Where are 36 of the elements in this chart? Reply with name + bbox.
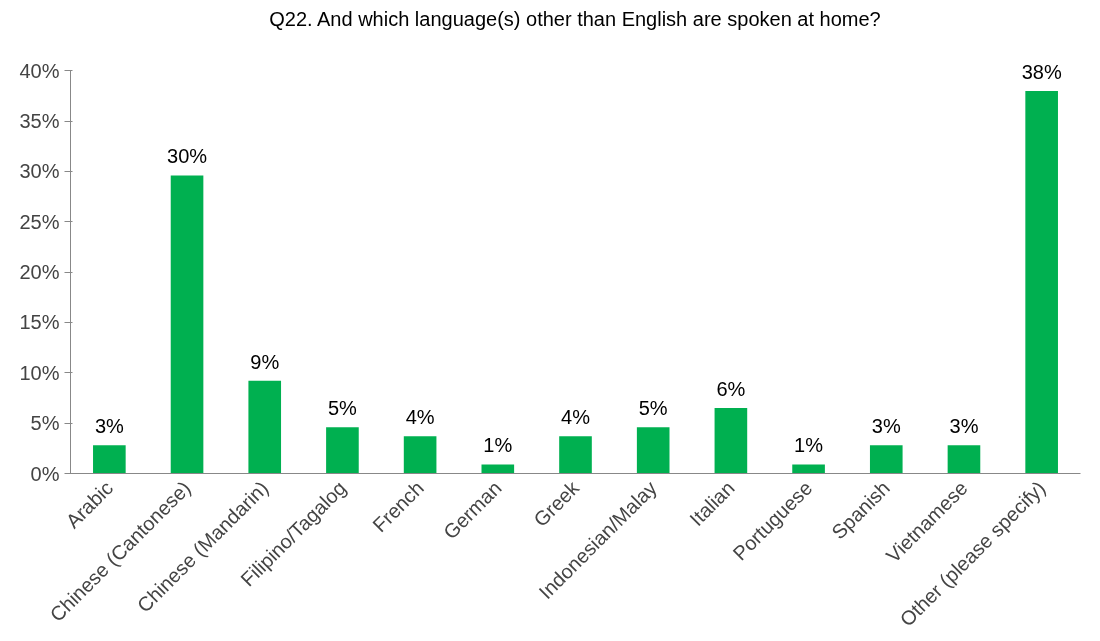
data-label: 38% bbox=[1021, 60, 1062, 83]
y-tick-label: 5% bbox=[30, 412, 60, 435]
data-label: 1% bbox=[483, 434, 513, 457]
data-label: 9% bbox=[250, 350, 280, 373]
y-tick-label: 10% bbox=[19, 361, 60, 384]
y-tick-label: 30% bbox=[19, 160, 60, 183]
bar bbox=[170, 175, 204, 474]
data-label: 3% bbox=[871, 415, 901, 438]
bar bbox=[792, 464, 825, 474]
chart-title: Q22. And which language(s) other than English are spoken at home? bbox=[269, 7, 881, 30]
bar bbox=[1025, 90, 1058, 474]
y-tick-label: 40% bbox=[19, 59, 60, 82]
data-label: 1% bbox=[794, 434, 824, 457]
bar bbox=[559, 436, 592, 474]
data-label: 6% bbox=[716, 378, 746, 401]
bar bbox=[326, 427, 359, 474]
data-label: 4% bbox=[405, 406, 435, 429]
data-label: 4% bbox=[561, 406, 591, 429]
data-label: 3% bbox=[94, 415, 125, 438]
bar bbox=[714, 408, 748, 474]
bar bbox=[248, 380, 282, 474]
bar bbox=[403, 436, 437, 474]
data-label: 3% bbox=[949, 415, 979, 438]
bar bbox=[947, 445, 981, 474]
data-label: 30% bbox=[167, 145, 208, 168]
y-tick-label: 0% bbox=[30, 462, 60, 485]
y-tick-label: 25% bbox=[19, 210, 60, 233]
y-tick-label: 15% bbox=[19, 311, 60, 334]
data-label: 5% bbox=[327, 397, 358, 420]
bar bbox=[481, 464, 515, 474]
y-tick-label: 20% bbox=[19, 261, 60, 284]
data-label: 5% bbox=[638, 397, 668, 420]
y-tick-label: 35% bbox=[19, 110, 60, 133]
bar bbox=[93, 445, 126, 474]
bar bbox=[869, 445, 903, 474]
bar bbox=[636, 427, 670, 474]
